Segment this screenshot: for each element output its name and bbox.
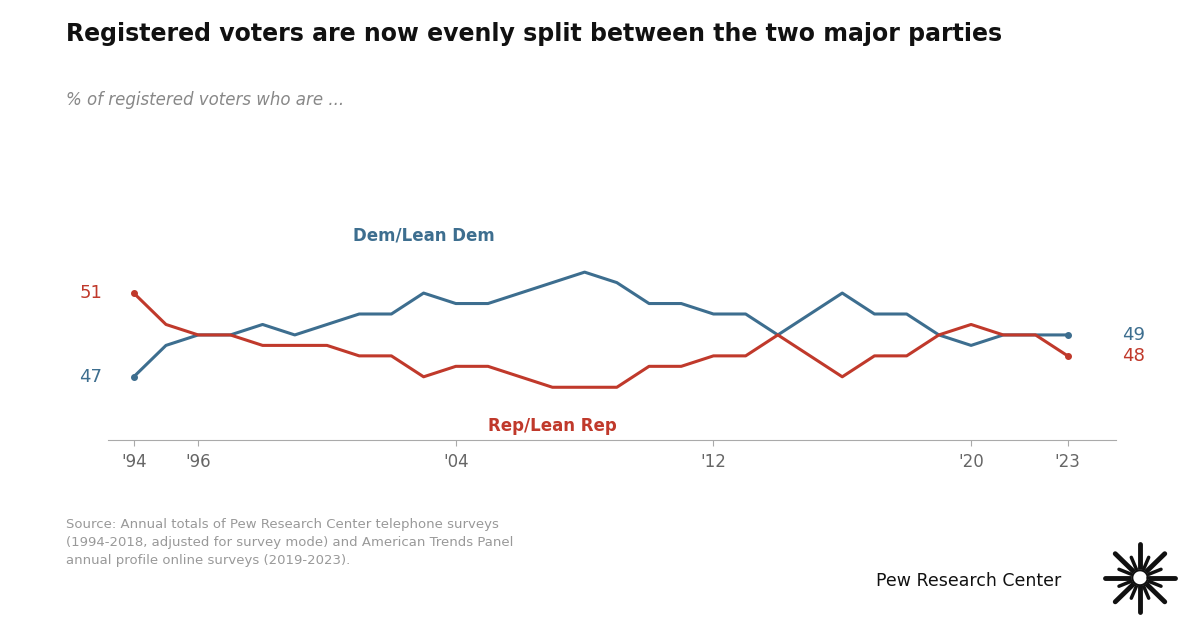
Text: Dem/Lean Dem: Dem/Lean Dem — [353, 227, 494, 245]
Text: % of registered voters who are ...: % of registered voters who are ... — [66, 91, 344, 109]
Text: Rep/Lean Rep: Rep/Lean Rep — [488, 416, 617, 435]
Text: Source: Annual totals of Pew Research Center telephone surveys
(1994-2018, adjus: Source: Annual totals of Pew Research Ce… — [66, 518, 514, 567]
Text: Registered voters are now evenly split between the two major parties: Registered voters are now evenly split b… — [66, 22, 1002, 46]
Text: 48: 48 — [1122, 347, 1145, 365]
Text: 49: 49 — [1122, 326, 1145, 344]
Text: Pew Research Center: Pew Research Center — [876, 572, 1061, 590]
Text: 47: 47 — [79, 368, 102, 386]
Polygon shape — [1133, 570, 1147, 585]
Text: 51: 51 — [79, 284, 102, 302]
